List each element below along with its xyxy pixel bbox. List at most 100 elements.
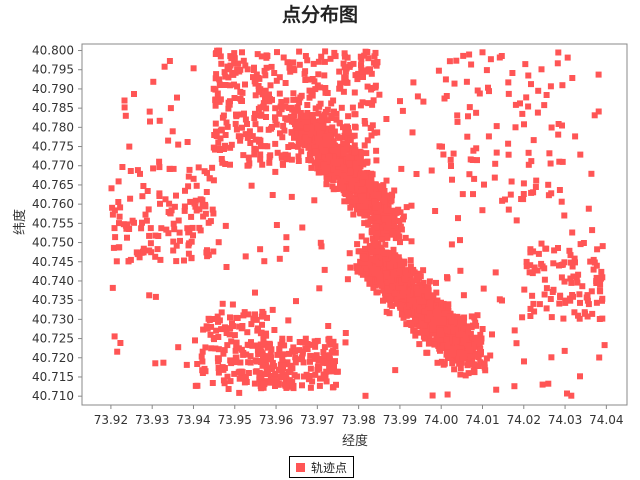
scatter-point xyxy=(595,108,602,115)
scatter-point xyxy=(309,112,316,118)
scatter-point xyxy=(199,202,206,209)
scatter-point xyxy=(140,249,147,256)
legend-label: 轨迹点 xyxy=(311,460,348,475)
scatter-point xyxy=(240,312,247,319)
scatter-point xyxy=(322,85,329,91)
scatter-point xyxy=(252,110,258,117)
scatter-point xyxy=(325,138,332,145)
scatter-point xyxy=(299,339,306,346)
scatter-point xyxy=(304,110,311,116)
scatter-point xyxy=(393,300,400,307)
scatter-point xyxy=(115,178,122,185)
scatter-point xyxy=(367,188,374,195)
x-tick-label: 74.00 xyxy=(424,413,458,427)
scatter-point xyxy=(577,373,583,380)
scatter-point xyxy=(358,183,365,190)
scatter-point xyxy=(588,288,595,295)
scatter-point xyxy=(354,192,360,199)
scatter-point xyxy=(226,66,233,73)
scatter-point xyxy=(273,378,280,385)
scatter-point xyxy=(531,308,538,315)
scatter-point xyxy=(302,77,309,83)
scatter-point xyxy=(421,322,428,329)
scatter-point xyxy=(346,175,352,182)
scatter-point xyxy=(448,318,455,325)
scatter-point xyxy=(593,262,600,269)
scatter-point xyxy=(383,227,390,234)
scatter-point xyxy=(210,144,217,151)
scatter-point xyxy=(414,273,421,280)
scatter-point xyxy=(320,359,326,366)
scatter-point xyxy=(226,331,233,338)
scatter-point xyxy=(359,177,366,184)
scatter-point xyxy=(300,373,307,380)
scatter-point xyxy=(444,274,450,281)
scatter-point xyxy=(244,121,250,127)
scatter-point xyxy=(513,340,520,347)
scatter-point xyxy=(115,199,122,205)
scatter-point xyxy=(142,211,149,218)
scatter-point xyxy=(419,302,426,309)
scatter-point xyxy=(355,177,362,184)
scatter-point xyxy=(522,61,529,68)
scatter-point xyxy=(123,225,130,232)
scatter-point xyxy=(383,266,390,273)
scatter-point xyxy=(259,161,266,168)
scatter-point xyxy=(577,299,583,306)
scatter-point xyxy=(237,95,244,102)
scatter-point xyxy=(304,341,311,347)
scatter-point xyxy=(249,342,256,349)
scatter-point xyxy=(570,293,576,300)
scatter-point xyxy=(272,105,279,112)
scatter-point xyxy=(433,279,439,286)
scatter-point xyxy=(530,189,537,196)
scatter-point xyxy=(274,149,281,156)
scatter-point xyxy=(374,129,381,136)
scatter-point xyxy=(310,117,317,124)
scatter-point xyxy=(120,221,127,228)
scatter-point xyxy=(278,99,285,105)
scatter-point xyxy=(299,224,306,231)
y-tick-label: 40.765 xyxy=(32,178,74,192)
scatter-point xyxy=(173,192,179,199)
scatter-point xyxy=(534,267,541,274)
scatter-point xyxy=(483,355,490,362)
scatter-point xyxy=(596,354,603,361)
scatter-point xyxy=(290,96,297,103)
scatter-point xyxy=(161,63,168,70)
scatter-point xyxy=(279,134,286,141)
scatter-point xyxy=(525,149,532,156)
scatter-point xyxy=(383,116,390,122)
scatter-point xyxy=(152,253,159,260)
y-tick-label: 40.725 xyxy=(32,332,74,346)
scatter-point xyxy=(443,336,450,343)
scatter-point xyxy=(125,258,132,265)
scatter-point xyxy=(443,93,450,99)
scatter-point xyxy=(414,290,421,297)
scatter-point xyxy=(207,331,214,338)
scatter-point xyxy=(431,341,438,348)
scatter-point xyxy=(156,117,163,124)
scatter-point xyxy=(258,385,265,392)
scatter-point xyxy=(443,349,450,356)
scatter-point xyxy=(284,359,291,366)
scatter-point xyxy=(348,185,355,191)
scatter-point xyxy=(445,355,451,361)
scatter-point xyxy=(255,83,262,89)
scatter-point xyxy=(204,253,211,260)
scatter-point xyxy=(272,117,279,124)
scatter-point xyxy=(481,181,487,188)
scatter-point xyxy=(468,61,475,68)
scatter-point xyxy=(373,157,380,164)
scatter-point xyxy=(377,224,384,231)
scatter-point xyxy=(167,105,174,112)
scatter-point xyxy=(307,384,314,391)
scatter-point xyxy=(155,233,162,239)
scatter-point xyxy=(251,64,257,71)
scatter-point xyxy=(230,71,237,78)
scatter-point xyxy=(140,183,147,189)
plot-area-border xyxy=(81,43,628,406)
scatter-point xyxy=(231,55,238,62)
scatter-point xyxy=(584,297,591,304)
scatter-point xyxy=(359,99,366,106)
